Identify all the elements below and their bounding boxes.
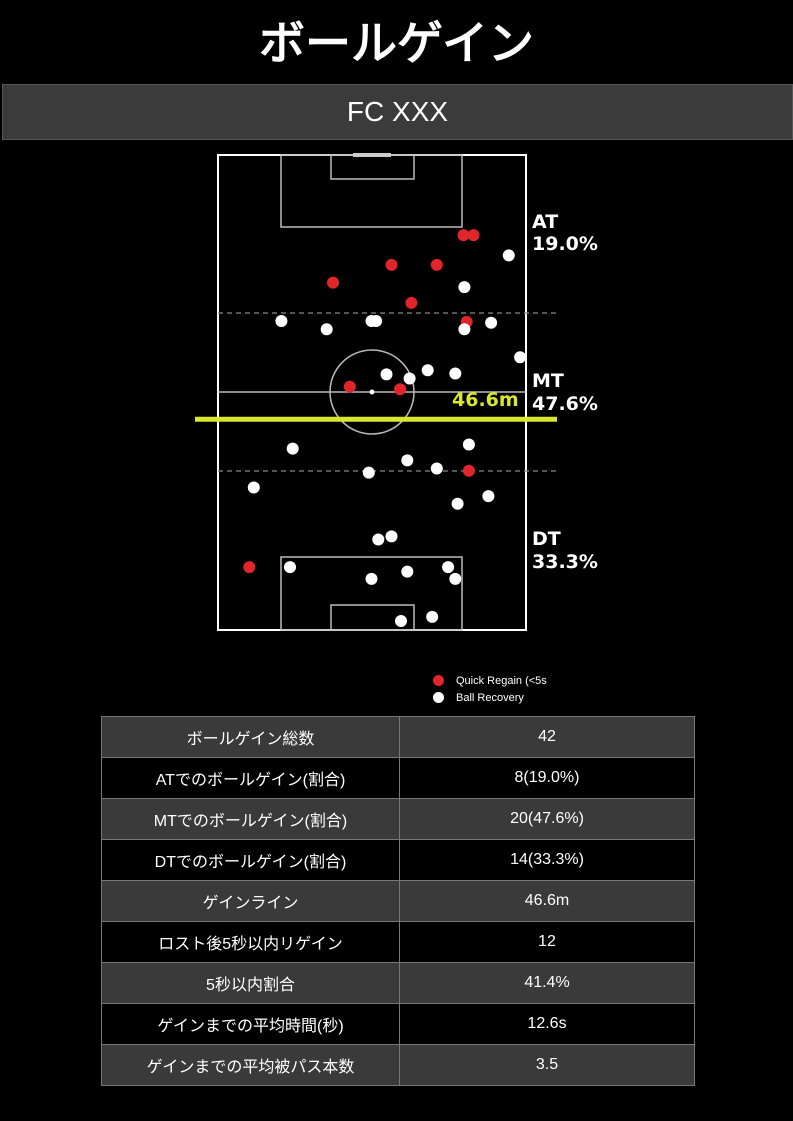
stat-value: 12 [399, 921, 695, 963]
ball-recovery-point [362, 466, 375, 479]
ball-recovery-point [462, 438, 475, 451]
ball-recovery-point [442, 561, 455, 574]
ball-recovery-point [430, 462, 443, 475]
table-row: MTでのボールゲイン(割合) 20(47.6%) [101, 798, 695, 840]
quick-regain-point [457, 229, 470, 242]
ball-recovery-point [275, 315, 288, 327]
table-row: ロスト後5秒以内リゲイン 12 [101, 921, 695, 963]
ball-recovery-point [372, 533, 385, 546]
ball-recovery-point [458, 281, 471, 294]
stat-label: ゲインライン [101, 880, 400, 922]
ball-recovery-point [385, 530, 398, 543]
legend-white-dot [433, 692, 444, 703]
ball-recovery-point [401, 565, 414, 578]
legend-item-ball-recovery: Ball Recovery [430, 689, 547, 706]
legend-label-ball-recovery: Ball Recovery [456, 691, 524, 704]
quick-regain-point [467, 229, 480, 242]
stat-value: 42 [399, 716, 695, 758]
quick-regain-point [243, 561, 256, 574]
stat-value: 46.6m [399, 880, 695, 922]
pitch-chart: 46.6m AT 19.0% MT 47.6% DT 33.3% [195, 153, 598, 631]
stat-value: 12.6s [399, 1003, 695, 1045]
ball-recovery-point [286, 442, 299, 455]
table-row: ゲインライン 46.6m [101, 880, 695, 922]
legend-label-quick-regain: Quick Regain (<5s [456, 674, 547, 687]
ball-recovery-point [449, 367, 462, 380]
zone-at-name: AT [532, 211, 558, 233]
quick-regain-point [343, 380, 356, 393]
ball-recovery-point [403, 372, 416, 385]
quick-regain-point [327, 276, 339, 289]
legend: Quick Regain (<5s Ball Recovery [430, 672, 547, 706]
stat-value: 8(19.0%) [399, 757, 695, 799]
zone-at-pct: 19.0% [532, 233, 598, 255]
points-layer [243, 229, 527, 627]
legend-red-dot [433, 675, 444, 686]
stat-label: MTでのボールゲイン(割合) [101, 798, 400, 840]
ball-recovery-point [284, 561, 296, 574]
legend-item-quick-regain: Quick Regain (<5s [430, 672, 547, 689]
stat-label: DTでのボールゲイン(割合) [101, 839, 400, 881]
stat-label: 5秒以内割合 [101, 962, 400, 1004]
stat-label: ATでのボールゲイン(割合) [101, 757, 400, 799]
zone-dt-name: DT [532, 528, 561, 550]
ball-recovery-point [451, 497, 464, 510]
team-name: FC XXX [346, 96, 449, 127]
stat-value: 3.5 [399, 1044, 695, 1086]
ball-recovery-point [380, 368, 393, 381]
stat-value: 41.4% [399, 962, 695, 1004]
quick-regain-point [405, 296, 418, 309]
quick-regain-point [385, 258, 398, 271]
stat-label: ロスト後5秒以内リゲイン [101, 921, 400, 963]
quick-regain-point [394, 383, 407, 396]
ball-recovery-point [502, 249, 515, 262]
ball-recovery-point [247, 481, 260, 494]
table-row: ゲインまでの平均時間(秒) 12.6s [101, 1003, 695, 1045]
table-row: DTでのボールゲイン(割合) 14(33.3%) [101, 839, 695, 881]
top-penalty-area [280, 154, 463, 228]
ball-recovery-point [421, 364, 434, 377]
top-goal-area [330, 154, 415, 180]
zone-mt-name: MT [532, 370, 564, 392]
ball-recovery-point [395, 615, 407, 627]
center-circle [329, 349, 415, 435]
stat-label: ゲインまでの平均被パス本数 [101, 1044, 400, 1086]
bottom-goal-area [330, 604, 415, 631]
team-name-bar: FC XXX [2, 84, 793, 140]
ball-recovery-point [401, 454, 414, 467]
gain-line-label: 46.6m [452, 389, 519, 411]
zone-mt-pct: 47.6% [532, 393, 598, 415]
table-row: ボールゲイン総数 42 [101, 716, 695, 758]
ball-recovery-point [482, 490, 495, 503]
quick-regain-point [462, 464, 475, 477]
ball-recovery-point [485, 316, 498, 329]
stat-value: 20(47.6%) [399, 798, 695, 840]
ball-recovery-point [370, 315, 383, 327]
stat-label: ボールゲイン総数 [101, 716, 400, 758]
table-row: ATでのボールゲイン(割合) 8(19.0%) [101, 757, 695, 799]
table-row: 5秒以内割合 41.4% [101, 962, 695, 1004]
ball-recovery-point [365, 572, 378, 585]
table-row: ゲインまでの平均被パス本数 3.5 [101, 1044, 695, 1086]
stats-table: ボールゲイン総数 42 ATでのボールゲイン(割合) 8(19.0%) MTでのボー… [101, 716, 695, 1086]
page-title: ボールゲイン [258, 16, 535, 70]
ball-recovery-point [426, 610, 439, 623]
zone-dt-pct: 33.3% [532, 551, 598, 573]
quick-regain-point [430, 258, 443, 271]
stat-value: 14(33.3%) [399, 839, 695, 881]
ball-recovery-point [320, 323, 333, 336]
ball-recovery-point [449, 572, 462, 585]
ball-recovery-point [514, 351, 527, 364]
stat-label: ゲインまでの平均時間(秒) [101, 1003, 400, 1045]
center-spot [369, 389, 375, 395]
ball-recovery-point [458, 323, 471, 336]
